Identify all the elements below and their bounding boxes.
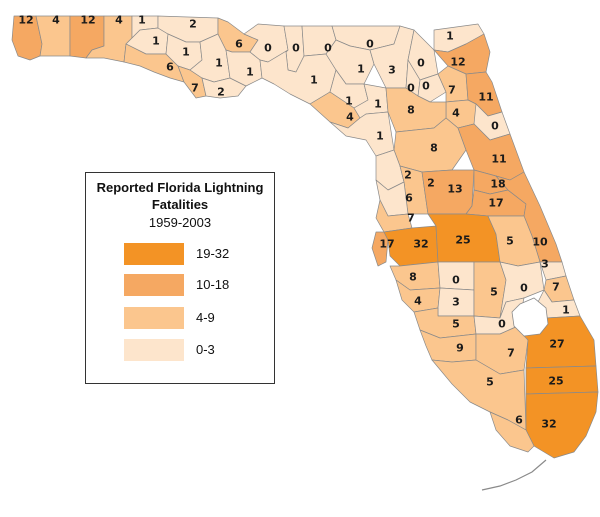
label-citrus: 2 xyxy=(404,169,412,182)
legend-class-4-9: 4-9 xyxy=(124,307,274,329)
label-charlotte: 5 xyxy=(452,318,460,331)
label-levy: 1 xyxy=(376,130,384,143)
label-volusia: 11 xyxy=(491,153,506,166)
label-holmes: 1 xyxy=(138,14,146,27)
label-taylor: 1 xyxy=(310,74,318,87)
label-indian-river: 3 xyxy=(541,258,549,271)
label-nassau: 1 xyxy=(446,30,454,43)
label-lake: 13 xyxy=(447,183,462,196)
label-martin: 1 xyxy=(562,304,570,317)
label-dixie: 4 xyxy=(346,111,354,124)
legend-class-10-18: 10-18 xyxy=(124,274,274,296)
label-brevard: 10 xyxy=(532,236,548,249)
label-calhoun: 1 xyxy=(182,46,190,59)
county-bradford xyxy=(417,73,447,103)
label-pinellas: 17 xyxy=(379,238,394,251)
label-marion: 8 xyxy=(430,142,438,155)
label-jackson: 2 xyxy=(189,18,197,31)
label-st-johns: 11 xyxy=(478,91,493,104)
label-sumter: 6 xyxy=(405,192,413,205)
legend-swatch xyxy=(124,274,184,296)
legend-title-line2: Fatalities xyxy=(151,197,209,212)
label-madison: 0 xyxy=(324,42,332,55)
label-pasco: 7 xyxy=(407,212,415,225)
county-labels: 12 4 12 4 1 2 1 6 1 7 2 1 6 1 0 0 0 0 1 … xyxy=(18,14,569,431)
label-glades: 0 xyxy=(498,318,506,331)
label-franklin: 2 xyxy=(217,86,225,99)
label-gilchrist: 1 xyxy=(374,98,382,111)
county-monroe xyxy=(489,411,535,453)
label-hardee: 0 xyxy=(452,274,460,287)
label-walton: 4 xyxy=(115,14,123,27)
label-miami-dade: 32 xyxy=(541,418,556,431)
legend-class-19-32: 19-32 xyxy=(124,243,274,265)
label-jefferson: 0 xyxy=(292,42,300,55)
county-santa-rosa xyxy=(35,15,71,57)
lake-okeechobee xyxy=(511,297,549,337)
label-monroe: 6 xyxy=(515,414,523,427)
label-polk: 25 xyxy=(455,234,470,247)
label-orange: 17 xyxy=(488,197,503,210)
legend-years: 1959-2003 xyxy=(148,215,212,230)
map-legend: Reported Florida Lightning Fatalities 19… xyxy=(85,172,275,384)
label-lafayette: 1 xyxy=(345,95,353,108)
label-santa-rosa: 4 xyxy=(52,14,60,27)
legend-swatch xyxy=(124,307,184,329)
label-wakulla: 1 xyxy=(246,66,254,79)
label-suwannee: 1 xyxy=(357,63,365,76)
label-sarasota: 4 xyxy=(414,295,422,308)
legend-title: Reported Florida Lightning Fatalities xyxy=(86,179,274,213)
label-bay: 6 xyxy=(166,61,174,74)
label-flagler: 0 xyxy=(491,120,499,133)
label-gadsden: 6 xyxy=(235,38,243,51)
label-alachua: 8 xyxy=(407,104,415,117)
legend-label: 10-18 xyxy=(196,277,230,292)
label-gulf: 7 xyxy=(191,82,199,95)
label-columbia: 3 xyxy=(388,64,396,77)
label-hamilton: 0 xyxy=(366,38,374,51)
label-duval: 12 xyxy=(450,56,465,69)
label-seminole: 18 xyxy=(490,178,505,191)
county-levy xyxy=(329,111,395,157)
label-okeechobee: 0 xyxy=(520,282,528,295)
label-bradford: 0 xyxy=(422,80,430,93)
label-escambia: 12 xyxy=(18,14,33,27)
label-st-lucie: 7 xyxy=(552,281,560,294)
label-okaloosa: 12 xyxy=(80,14,95,27)
legend-title-line1: Reported Florida Lightning xyxy=(96,180,264,195)
label-collier: 5 xyxy=(486,376,494,389)
label-palm-beach: 27 xyxy=(549,338,564,351)
legend-label: 19-32 xyxy=(196,246,230,261)
county-sumter xyxy=(399,165,429,215)
county-alachua xyxy=(385,87,447,133)
label-washington: 1 xyxy=(152,35,160,48)
county-franklin xyxy=(201,77,247,99)
label-desoto: 3 xyxy=(452,296,460,309)
legend-class-0-3: 0-3 xyxy=(124,339,274,361)
county-miami-dade xyxy=(525,391,599,459)
label-hillsborough: 32 xyxy=(413,238,428,251)
legend-label: 4-9 xyxy=(196,310,215,325)
label-broward: 25 xyxy=(548,375,563,388)
label-putnam: 4 xyxy=(452,107,460,120)
label-hernando: 2 xyxy=(427,177,435,190)
label-baker: 0 xyxy=(417,57,425,70)
legend-swatch xyxy=(124,243,184,265)
label-highlands: 5 xyxy=(490,286,498,299)
legend-swatch xyxy=(124,339,184,361)
label-hendry: 7 xyxy=(507,347,515,360)
label-manatee: 8 xyxy=(409,271,417,284)
florida-keys xyxy=(481,459,547,491)
label-lee: 9 xyxy=(456,342,464,355)
label-osceola: 5 xyxy=(506,235,514,248)
label-union: 0 xyxy=(407,82,415,95)
label-leon: 0 xyxy=(264,42,272,55)
label-liberty: 1 xyxy=(215,57,223,70)
legend-label: 0-3 xyxy=(196,342,215,357)
label-clay: 7 xyxy=(448,84,456,97)
